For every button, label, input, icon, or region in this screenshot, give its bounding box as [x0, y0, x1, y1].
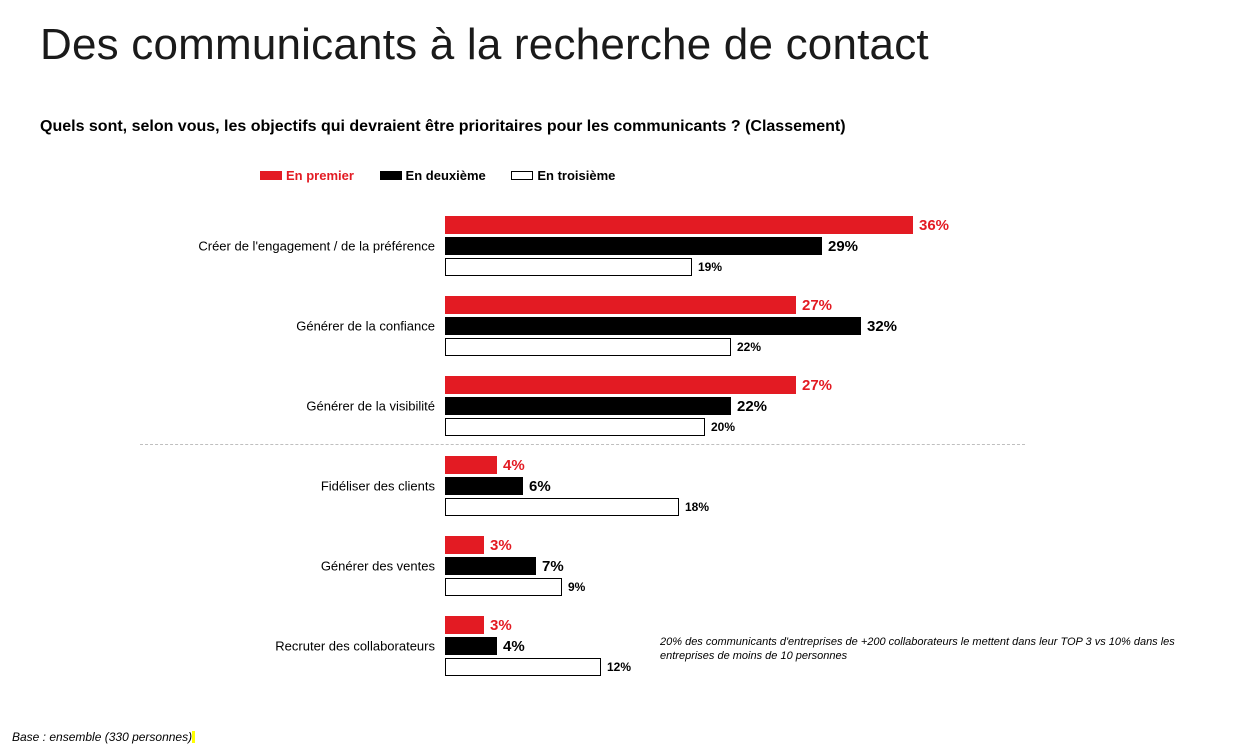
bar-first — [445, 216, 913, 234]
bar-second — [445, 397, 731, 415]
value-label-first: 4% — [503, 457, 525, 474]
bar-row-second: 22% — [445, 397, 832, 415]
bar-row-second: 4% — [445, 637, 631, 655]
legend-item-first: En premier — [260, 168, 354, 183]
value-label-third: 19% — [698, 260, 722, 274]
bars-container: 27% 32% 22% — [445, 296, 897, 359]
legend-label-first: En premier — [286, 168, 354, 183]
bar-row-third: 22% — [445, 338, 897, 356]
bars-container: 36% 29% 19% — [445, 216, 949, 279]
bar-first — [445, 376, 796, 394]
legend-marker-first-icon — [260, 171, 282, 180]
category-label: Générer de la confiance — [296, 319, 435, 334]
bar-row-first: 36% — [445, 216, 949, 234]
legend-item-third: En troisième — [511, 168, 615, 183]
value-label-third: 9% — [568, 580, 585, 594]
bar-row-third: 19% — [445, 258, 949, 276]
value-label-first: 3% — [490, 537, 512, 554]
chart-group: Créer de l'engagement / de la préférence… — [150, 210, 970, 282]
bar-row-second: 32% — [445, 317, 897, 335]
bar-row-third: 9% — [445, 578, 585, 596]
bar-row-first: 4% — [445, 456, 709, 474]
bars-container: 3% 7% 9% — [445, 536, 585, 599]
legend-label-second: En deuxième — [406, 168, 486, 183]
value-label-second: 7% — [542, 558, 564, 575]
value-label-second: 32% — [867, 318, 897, 335]
bar-first — [445, 536, 484, 554]
bar-second — [445, 237, 822, 255]
value-label-first: 36% — [919, 217, 949, 234]
chart-group: Générer de la visibilité 27% 22%20% — [150, 370, 970, 442]
bar-second — [445, 317, 861, 335]
bar-row-third: 18% — [445, 498, 709, 516]
chart-group: Générer des ventes 3% 7% 9% — [150, 530, 970, 602]
highlight-mark-icon — [192, 731, 195, 743]
bars-container: 4%6% 18% — [445, 456, 709, 519]
value-label-second: 22% — [737, 398, 767, 415]
bar-first — [445, 296, 796, 314]
value-label-second: 29% — [828, 238, 858, 255]
bar-third — [445, 418, 705, 436]
value-label-first: 27% — [802, 297, 832, 314]
bar-third — [445, 258, 692, 276]
value-label-third: 22% — [737, 340, 761, 354]
bar-row-first: 27% — [445, 376, 832, 394]
value-label-first: 27% — [802, 377, 832, 394]
bar-chart: Créer de l'engagement / de la préférence… — [150, 210, 970, 690]
category-label: Générer des ventes — [321, 559, 435, 574]
bar-second — [445, 477, 523, 495]
bar-row-second: 6% — [445, 477, 709, 495]
bar-row-third: 12% — [445, 658, 631, 676]
category-label: Recruter des collaborateurs — [275, 639, 435, 654]
category-label: Générer de la visibilité — [306, 399, 435, 414]
bar-row-third: 20% — [445, 418, 832, 436]
value-label-third: 12% — [607, 660, 631, 674]
bar-third — [445, 498, 679, 516]
bar-row-second: 29% — [445, 237, 949, 255]
chart-question: Quels sont, selon vous, les objectifs qu… — [40, 118, 846, 136]
bar-second — [445, 557, 536, 575]
bar-third — [445, 658, 601, 676]
bar-third — [445, 578, 562, 596]
value-label-second: 6% — [529, 478, 551, 495]
legend-marker-third-icon — [511, 171, 533, 180]
legend-item-second: En deuxième — [380, 168, 486, 183]
value-label-third: 18% — [685, 500, 709, 514]
bar-row-first: 3% — [445, 536, 585, 554]
bar-second — [445, 637, 497, 655]
chart-group: Générer de la confiance 27% 32% 22% — [150, 290, 970, 362]
value-label-third: 20% — [711, 420, 735, 434]
bar-row-second: 7% — [445, 557, 585, 575]
category-label: Créer de l'engagement / de la préférence — [198, 239, 435, 254]
bar-first — [445, 456, 497, 474]
value-label-first: 3% — [490, 617, 512, 634]
page-title: Des communicants à la recherche de conta… — [40, 20, 929, 70]
base-note: Base : ensemble (330 personnes) — [12, 730, 195, 744]
category-label: Fidéliser des clients — [321, 479, 435, 494]
bar-row-first: 3% — [445, 616, 631, 634]
chart-legend: En premier En deuxième En troisième — [260, 168, 637, 183]
legend-label-third: En troisième — [537, 168, 615, 183]
bar-first — [445, 616, 484, 634]
legend-marker-second-icon — [380, 171, 402, 180]
bars-container: 3% 4% 12% — [445, 616, 631, 679]
group-divider — [140, 444, 1025, 445]
base-text: Base : ensemble (330 personnes) — [12, 730, 192, 744]
chart-group: Fidéliser des clients 4%6% 18% — [150, 450, 970, 522]
bar-third — [445, 338, 731, 356]
slide: Des communicants à la recherche de conta… — [0, 0, 1235, 750]
bar-row-first: 27% — [445, 296, 897, 314]
bars-container: 27% 22%20% — [445, 376, 832, 439]
value-label-second: 4% — [503, 638, 525, 655]
footnote: 20% des communicants d'entreprises de +2… — [660, 636, 1180, 664]
